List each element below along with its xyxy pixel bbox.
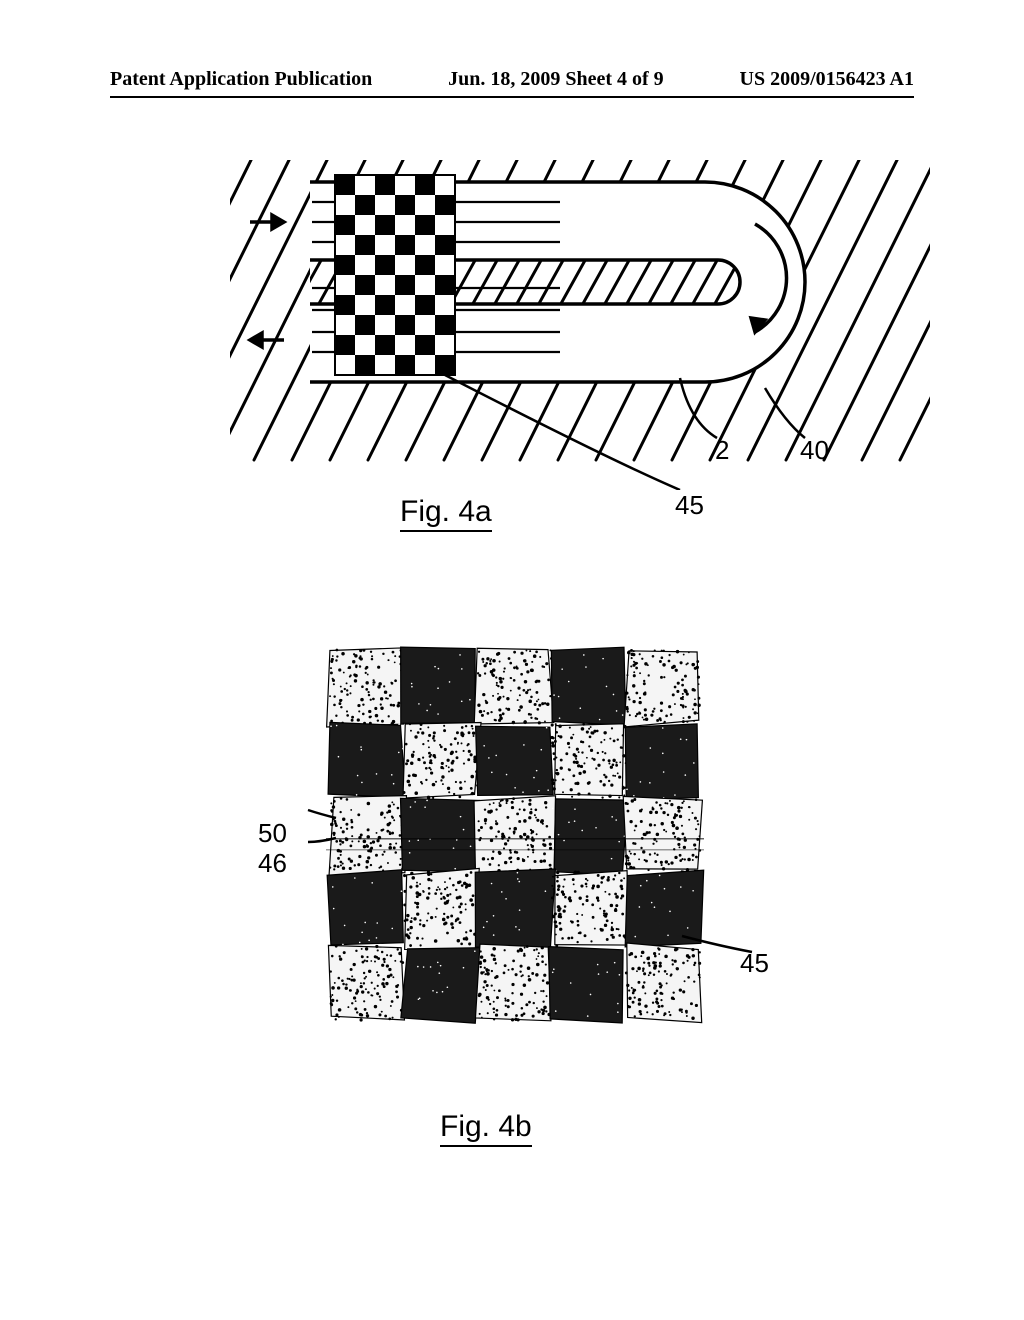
page-header: Patent Application Publication Jun. 18, …	[0, 68, 1024, 91]
header-rule	[110, 96, 914, 98]
ref-label-45: 45	[740, 948, 769, 979]
figure-4b-caption-text: Fig. 4b	[440, 1110, 532, 1147]
figure-4b-svg	[290, 640, 830, 1080]
figure-4b-caption: Fig. 4b	[440, 1110, 532, 1144]
ref-label-2: 2	[715, 435, 729, 466]
ref-label-40: 40	[800, 435, 829, 466]
figure-4b: 50 46 45 Fig. 4b	[0, 640, 1024, 1120]
header-center: Jun. 18, 2009 Sheet 4 of 9	[448, 68, 664, 91]
figure-4a: 2 40 45 Fig. 4a	[0, 160, 1024, 560]
header-right: US 2009/0156423 A1	[740, 68, 914, 91]
ref-label-50: 50	[258, 818, 287, 849]
figure-4a-caption-text: Fig. 4a	[400, 495, 492, 532]
ref-label-46: 46	[258, 848, 287, 879]
figure-4a-caption: Fig. 4a	[400, 495, 492, 529]
ref-label-45: 45	[675, 490, 704, 521]
header-left: Patent Application Publication	[110, 68, 372, 91]
